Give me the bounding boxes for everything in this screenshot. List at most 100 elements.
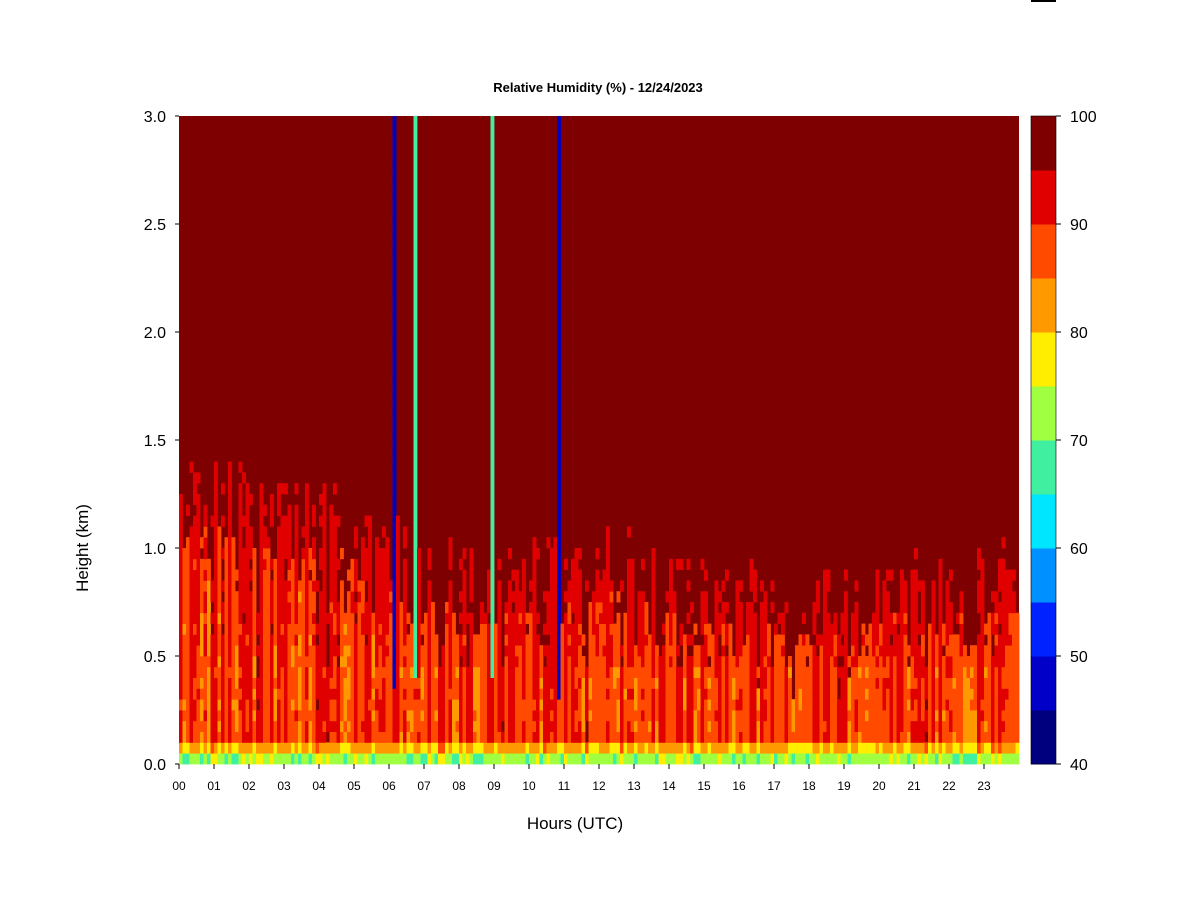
heatmap-cell	[851, 731, 855, 743]
heatmap-cell	[658, 666, 663, 678]
heatmap-cell	[287, 656, 292, 668]
heatmap-cell	[403, 602, 407, 614]
heatmap-cell	[221, 699, 225, 711]
heatmap-cell	[354, 602, 358, 614]
heatmap-cell	[235, 753, 239, 765]
heatmap-cell	[392, 526, 397, 538]
heatmap-cell	[462, 699, 467, 711]
heatmap-cell	[424, 688, 428, 700]
heatmap-cell	[434, 720, 439, 732]
heatmap-cell	[931, 602, 936, 614]
heatmap-cell	[609, 710, 614, 722]
heatmap-cell	[427, 623, 432, 635]
heatmap-cell	[336, 731, 341, 743]
heatmap-cell	[788, 753, 792, 765]
heatmap-cell	[686, 710, 691, 722]
heatmap-cell	[1005, 580, 1009, 592]
heatmap-cell	[672, 731, 677, 743]
heatmap-cell	[333, 634, 337, 646]
heatmap-cell	[1015, 753, 1020, 765]
heatmap-cell	[1005, 677, 1009, 689]
heatmap-cell	[749, 731, 754, 743]
heatmap-cell	[389, 699, 393, 711]
heatmap-cell	[760, 623, 764, 635]
heatmap-cell	[588, 720, 593, 732]
heatmap-cell	[644, 602, 649, 614]
heatmap-cell	[256, 710, 260, 722]
heatmap-cell	[637, 699, 642, 711]
heatmap-cell	[249, 731, 253, 743]
x-tick-label: 07	[417, 779, 431, 793]
heatmap-cell	[949, 666, 953, 678]
heatmap-cell	[763, 623, 768, 635]
heatmap-cell	[914, 677, 918, 689]
heatmap-cell	[746, 731, 750, 743]
heatmap-cell	[329, 634, 334, 646]
heatmap-cell	[956, 753, 960, 765]
heatmap-cell	[700, 742, 705, 754]
heatmap-cell	[193, 710, 197, 722]
heatmap-cell	[224, 666, 229, 678]
heatmap-cell	[564, 645, 568, 657]
heatmap-cell	[606, 558, 610, 570]
heatmap-cell	[305, 731, 309, 743]
heatmap-cell	[357, 677, 362, 689]
heatmap-cell	[287, 504, 292, 516]
heatmap-cell	[868, 710, 873, 722]
heatmap-cell	[249, 688, 253, 700]
heatmap-cell	[620, 645, 624, 657]
heatmap-cell	[697, 688, 701, 700]
heatmap-cell	[231, 731, 236, 743]
heatmap-cell	[413, 710, 418, 722]
heatmap-cell	[375, 656, 379, 668]
heatmap-cell	[417, 710, 421, 722]
heatmap-cell	[242, 656, 246, 668]
heatmap-cell	[312, 666, 316, 678]
heatmap-cell	[973, 710, 978, 722]
heatmap-cell	[935, 645, 939, 657]
heatmap-cell	[417, 645, 421, 657]
heatmap-cell	[200, 623, 204, 635]
heatmap-cell	[777, 753, 782, 765]
heatmap-cell	[273, 569, 278, 581]
heatmap-cell	[861, 645, 866, 657]
heatmap-cell	[1001, 612, 1006, 624]
heatmap-cell	[277, 656, 281, 668]
heatmap-cell	[844, 731, 848, 743]
heatmap-cell	[595, 656, 600, 668]
heatmap-cell	[385, 742, 390, 754]
heatmap-cell	[935, 634, 939, 646]
heatmap-cell	[452, 699, 456, 711]
heatmap-cell	[284, 483, 288, 495]
heatmap-cell	[427, 634, 432, 646]
heatmap-cell	[994, 634, 999, 646]
x-tick-label: 08	[452, 779, 466, 793]
heatmap-cell	[371, 645, 376, 657]
heatmap-cell	[490, 386, 495, 398]
heatmap-cell	[900, 688, 904, 700]
heatmap-cell	[392, 720, 397, 732]
heatmap-cell	[179, 580, 183, 592]
heatmap-cell	[665, 645, 670, 657]
heatmap-cell	[280, 548, 285, 560]
heatmap-cell	[270, 731, 274, 743]
heatmap-cell	[392, 310, 397, 322]
heatmap-cell	[529, 666, 533, 678]
heatmap-cell	[179, 537, 183, 549]
heatmap-cell	[578, 731, 582, 743]
heatmap-cell	[623, 699, 628, 711]
heatmap-cell	[956, 731, 960, 743]
heatmap-cell	[585, 666, 589, 678]
heatmap-cell	[637, 634, 642, 646]
x-tick-label: 23	[977, 779, 991, 793]
heatmap-cell	[574, 623, 579, 635]
heatmap-cell	[522, 666, 526, 678]
heatmap-cell	[536, 742, 540, 754]
heatmap-cell	[557, 148, 561, 160]
heatmap-cell	[242, 580, 246, 592]
heatmap-cell	[574, 677, 579, 689]
heatmap-cell	[389, 677, 393, 689]
heatmap-cell	[392, 299, 397, 311]
heatmap-cell	[497, 666, 502, 678]
